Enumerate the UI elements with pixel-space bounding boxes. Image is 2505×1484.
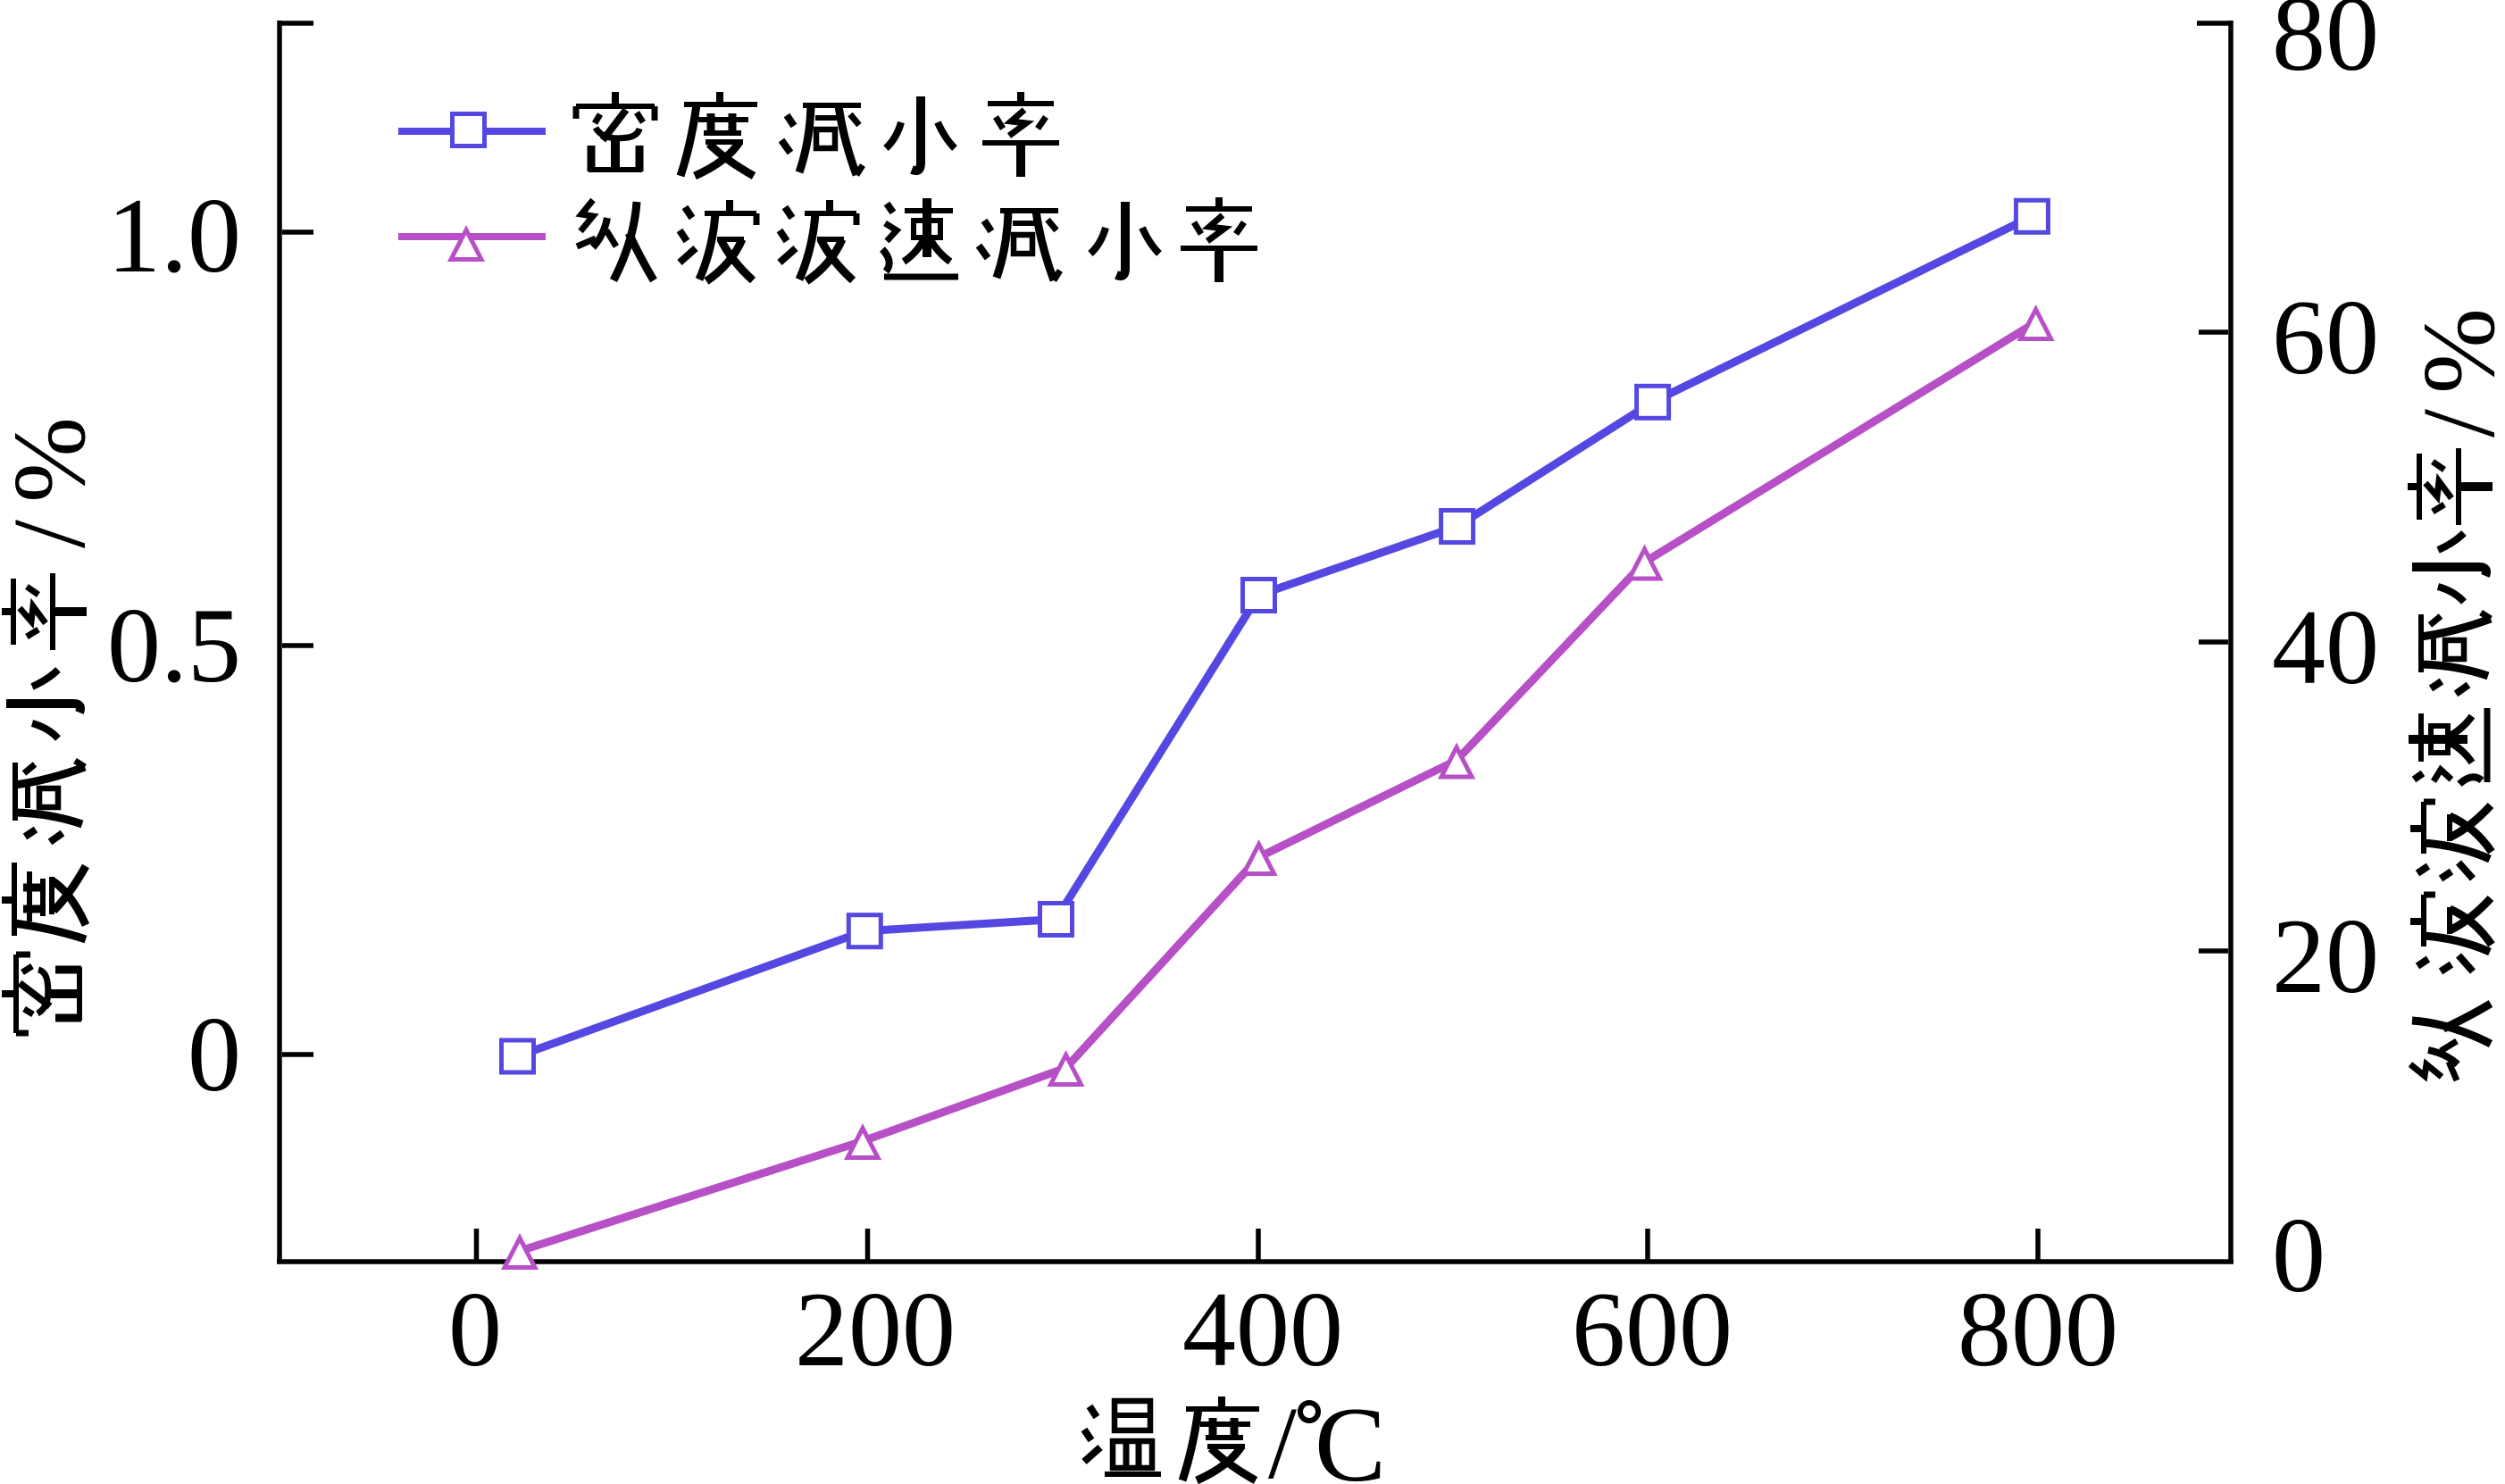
svg-text:40: 40: [2272, 588, 2379, 706]
svg-text:0.5: 0.5: [107, 586, 241, 704]
svg-text:400: 400: [1182, 1270, 1343, 1388]
svg-text:800: 800: [1958, 1270, 2118, 1388]
svg-text:%: %: [2402, 308, 2505, 394]
svg-text:20: 20: [2272, 896, 2379, 1015]
svg-text:0: 0: [448, 1270, 502, 1388]
svg-text:/: /: [0, 520, 106, 548]
svg-text:0: 0: [2272, 1196, 2325, 1314]
svg-text:600: 600: [1572, 1270, 1733, 1388]
svg-text:/: /: [2402, 409, 2505, 438]
svg-text:C: C: [1315, 1385, 1386, 1484]
svg-text:60: 60: [2272, 278, 2379, 396]
svg-text:1.0: 1.0: [107, 176, 241, 295]
svg-text:0: 0: [188, 995, 241, 1113]
svg-text:/: /: [1268, 1387, 1297, 1484]
svg-text:80: 80: [2272, 0, 2379, 93]
svg-text:200: 200: [795, 1270, 956, 1388]
svg-text:%: %: [0, 417, 106, 503]
